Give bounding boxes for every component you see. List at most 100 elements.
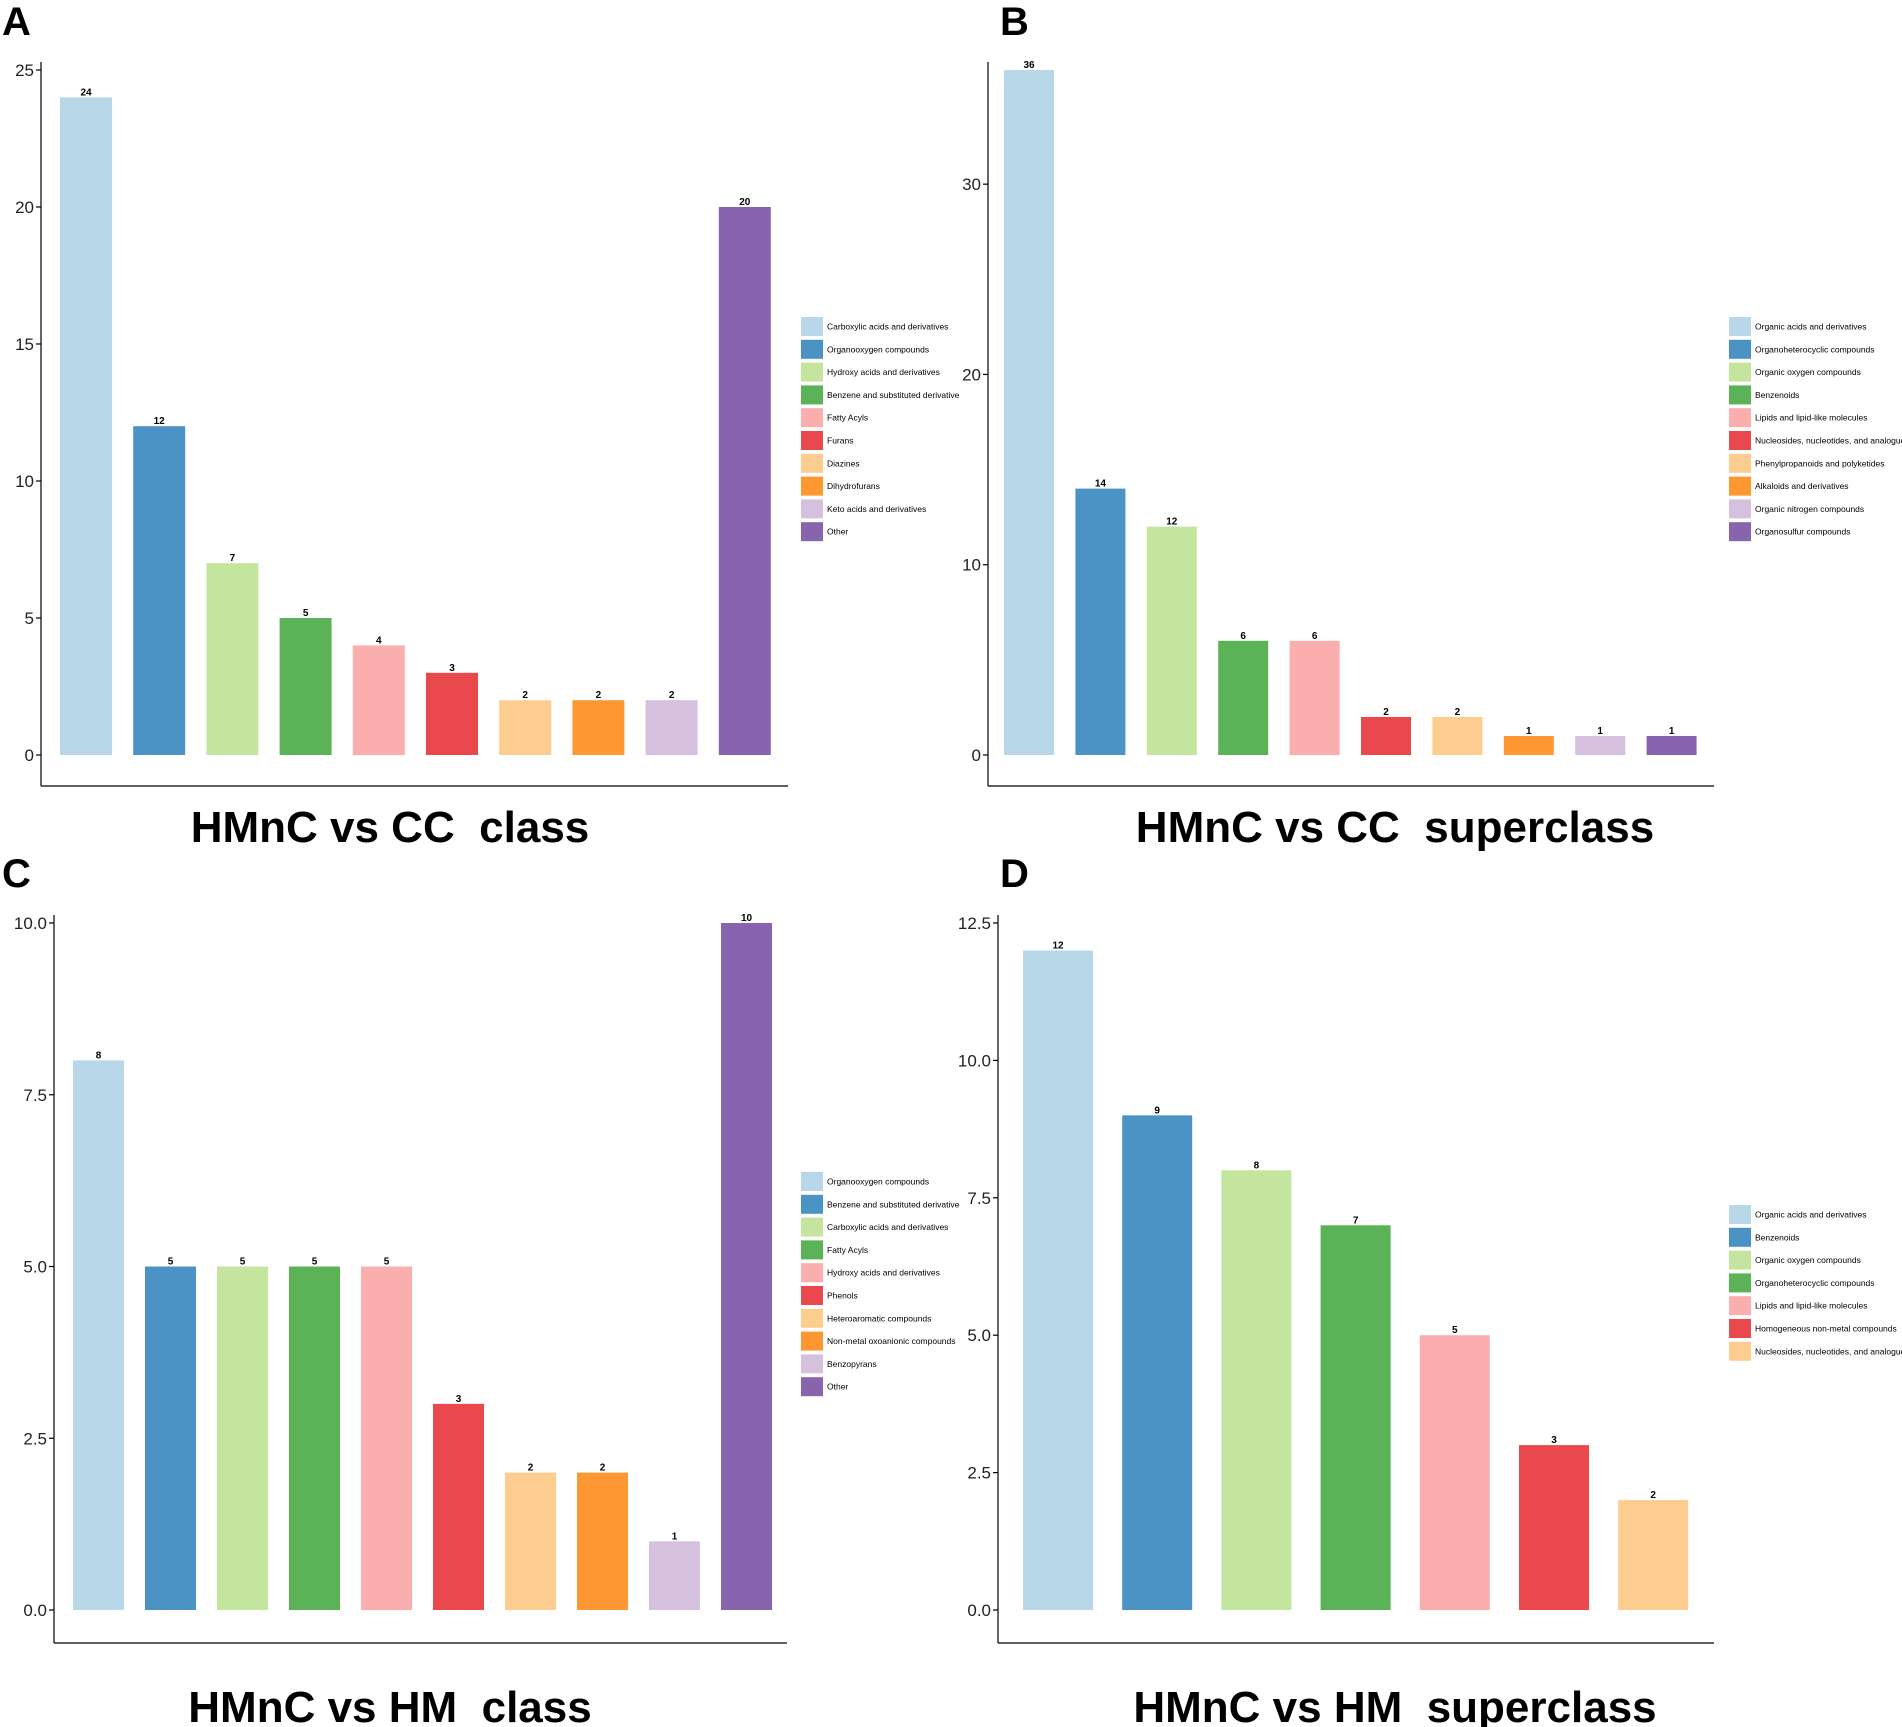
panel-c-y-tick-label: 7.5	[23, 1086, 47, 1105]
panel-d-legend-swatch	[1729, 1250, 1751, 1270]
panel-b-bar-value-label: 14	[1095, 479, 1107, 490]
panel-b-bar-value-label: 1	[1526, 726, 1532, 737]
panel-a-legend-swatch	[801, 362, 823, 382]
panel-c-title: HMnC vs HM class	[188, 1683, 591, 1727]
panel-a-bar	[572, 700, 625, 755]
panel-c-bar-value-label: 3	[456, 1394, 462, 1405]
panel-c-bar	[577, 1472, 628, 1610]
panel-a-y-tick-label: 15	[15, 335, 34, 354]
panel-a-legend: Carboxylic acids and derivatives Organoox…	[801, 317, 960, 542]
panel-d-legend-label: Nucleosides, nucleotides, and analogues	[1755, 1346, 1902, 1356]
panel-a-bar	[352, 645, 405, 755]
panel-b-y-tick-label: 10	[962, 556, 981, 575]
panel-d-legend-swatch	[1729, 1319, 1751, 1338]
panel-c-bar-value-label: 5	[312, 1257, 318, 1268]
panel-b-bar	[1503, 735, 1554, 755]
panel-b-bar-value-label: 36	[1023, 60, 1035, 71]
panel-d-bar	[1618, 1500, 1689, 1610]
panel-d-letter: D	[1000, 852, 1029, 896]
panel-c-legend-label: Carboxylic acids and derivatives	[827, 1222, 948, 1232]
panel-d-legend-label: Organic acids and derivatives	[1755, 1210, 1867, 1220]
panel-c-legend-label: Non-metal oxoanionic compounds	[827, 1336, 956, 1346]
panel-b-legend-swatch	[1729, 408, 1751, 428]
panel-d-legend-swatch	[1729, 1341, 1751, 1361]
panel-c-legend-label: Other	[827, 1382, 848, 1392]
panel-a-bar-value-label: 24	[80, 87, 92, 98]
panel-a-letter: A	[2, 0, 31, 44]
panel-d-bar	[1221, 1170, 1292, 1610]
panel-d-y-tick-label: 5.0	[967, 1326, 991, 1345]
panel-a-bar-value-label: 3	[449, 663, 455, 674]
panel-b-y-tick-label: 30	[962, 175, 981, 194]
panel-d-legend-label: Organoheterocyclic compounds	[1755, 1278, 1875, 1288]
panel-c-bar	[361, 1266, 412, 1610]
panel-d-y-tick-label: 2.5	[967, 1464, 991, 1483]
panel-b-bar-value-label: 6	[1312, 631, 1318, 642]
panel-b-legend-swatch	[1729, 431, 1751, 450]
panel-b-legend-swatch	[1729, 385, 1751, 405]
panel-b-legend-swatch	[1729, 453, 1751, 473]
panel-b-title: HMnC vs CC superclass	[1136, 803, 1654, 852]
panel-a-bar	[60, 97, 112, 755]
panel-d-bar-value-label: 8	[1254, 1160, 1260, 1171]
panel-b-legend-label: Organosulfur compounds	[1755, 527, 1850, 537]
panel-b-bar-value-label: 1	[1597, 726, 1603, 737]
panel-a-legend-label: Keto acids and derivatives	[827, 504, 926, 514]
panel-b-legend-swatch	[1729, 476, 1751, 496]
panel-d-legend-swatch	[1729, 1205, 1751, 1224]
panel-c-bar-value-label: 2	[528, 1463, 534, 1474]
panel-d-legend-swatch	[1729, 1273, 1751, 1293]
panel-a-legend-label: Fatty Acyls	[827, 413, 868, 423]
panel-b-bar	[1146, 526, 1197, 755]
panel-c-bar	[145, 1266, 196, 1610]
panel-a-bar-value-label: 4	[376, 635, 382, 646]
panel-a-legend-label: Diazines	[827, 458, 860, 468]
panel-d-legend-label: Homogeneous non-metal compounds	[1755, 1324, 1897, 1334]
panel-a-bar	[133, 426, 186, 755]
panel-c-bar-value-label: 5	[168, 1257, 174, 1268]
panel-b-legend-label: Lipids and lipid-like molecules	[1755, 413, 1867, 423]
panel-a-y-tick-label: 5	[25, 609, 34, 628]
panel-a-legend-swatch	[801, 408, 823, 428]
panel-d-legend-label: Benzenoids	[1755, 1232, 1799, 1242]
panel-b-bar	[1075, 488, 1126, 755]
panel-c-legend-swatch	[801, 1354, 823, 1374]
panel-c-bar-value-label: 1	[672, 1531, 678, 1542]
panel-c-legend-swatch	[801, 1172, 823, 1191]
panel-d-bar-value-label: 5	[1452, 1325, 1458, 1336]
panel-c-legend: Organooxygen compounds Benzene and substi…	[801, 1172, 960, 1397]
panel-b-legend-label: Organic oxygen compounds	[1755, 367, 1861, 377]
panel-c-legend-label: Benzene and substituted derivative	[827, 1199, 960, 1209]
panel-d-title: HMnC vs HM superclass	[1133, 1683, 1656, 1727]
panel-a-legend-swatch	[801, 317, 823, 336]
panel-d-legend-label: Organic oxygen compounds	[1755, 1255, 1861, 1265]
panel-b-bar	[1646, 735, 1697, 755]
panel-b-y-tick-label: 20	[962, 365, 981, 384]
panel-c-bar	[433, 1403, 484, 1610]
panel-b-bar-value-label: 12	[1166, 517, 1178, 528]
panel-d-legend-label: Lipids and lipid-like molecules	[1755, 1301, 1867, 1311]
panel-c-legend-swatch	[801, 1286, 823, 1305]
panel-b-legend-swatch	[1729, 499, 1751, 519]
panel-a-legend-swatch	[801, 522, 823, 542]
panel-b-legend-label: Organic acids and derivatives	[1755, 322, 1867, 332]
panel-a-legend-swatch	[801, 453, 823, 473]
panel-c-y-tick-label: 2.5	[23, 1429, 47, 1448]
panel-c-legend-swatch	[801, 1194, 823, 1214]
panel-c-bar-value-label: 2	[600, 1463, 606, 1474]
panel-a: A 0 5 10 15 20 25 24 12 7 5 4 3 2 2 2 20 Carboxylic acids…	[2, 0, 960, 852]
panel-a-legend-swatch	[801, 431, 823, 450]
panel-b-bar-value-label: 6	[1240, 631, 1246, 642]
panel-c-bar-value-label: 10	[741, 913, 753, 924]
panel-b-legend-swatch	[1729, 339, 1751, 359]
panel-b-legend-label: Alkaloids and derivatives	[1755, 481, 1849, 491]
panel-d-bar	[1519, 1445, 1589, 1610]
panel-a-legend-swatch	[801, 385, 823, 405]
panel-c-letter: C	[2, 852, 31, 896]
panel-c-bar	[505, 1472, 556, 1610]
panel-a-bar-value-label: 2	[522, 690, 528, 701]
panel-a-bar-value-label: 2	[596, 690, 602, 701]
panel-a-y-tick-label: 25	[15, 61, 34, 80]
panel-c-y-tick-label: 0.0	[23, 1601, 47, 1620]
panel-a-y-tick-label: 10	[15, 472, 34, 491]
